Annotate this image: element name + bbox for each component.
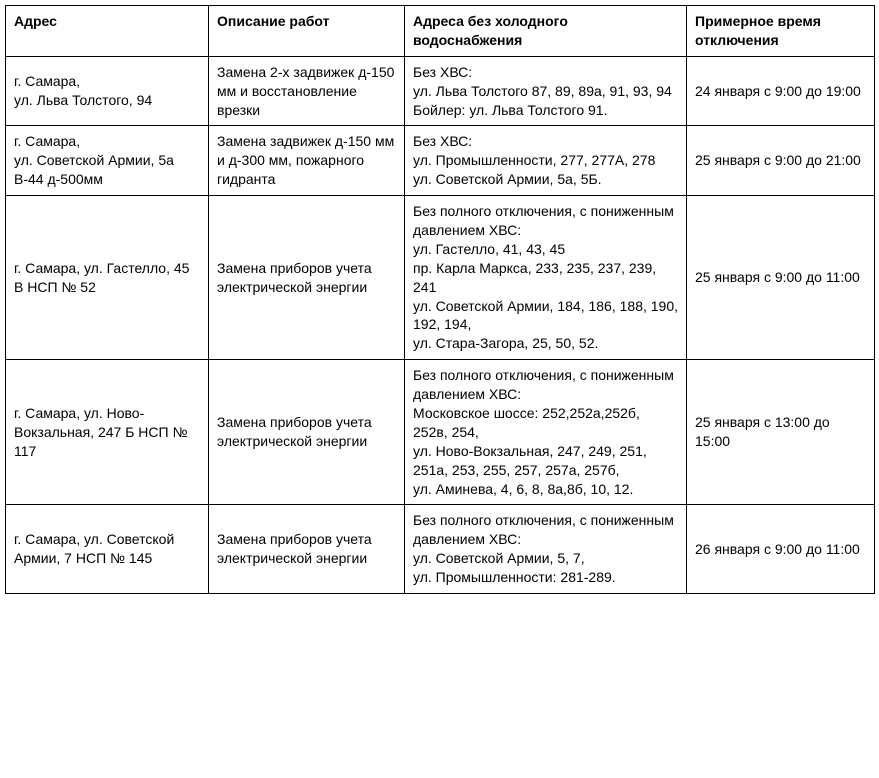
col-address: Адрес <box>6 6 209 57</box>
col-work: Описание работ <box>209 6 405 57</box>
cell-time: 25 января с 13:00 до 15:00 <box>687 360 875 505</box>
cell-work: Замена 2-х задвижек д-150 мм и восстанов… <box>209 56 405 126</box>
cell-affected: Без ХВС:ул. Льва Толстого 87, 89, 89а, 9… <box>405 56 687 126</box>
cell-work: Замена приборов учета электрической энер… <box>209 196 405 360</box>
cell-work: Замена приборов учета электрической энер… <box>209 360 405 505</box>
table-row: г. Самара,ул. Льва Толстого, 94 Замена 2… <box>6 56 875 126</box>
col-time: Примерное время отключения <box>687 6 875 57</box>
cell-work: Замена приборов учета электрической энер… <box>209 505 405 594</box>
table-row: г. Самара, ул. Советской Армии, 7 НСП № … <box>6 505 875 594</box>
cell-affected: Без полного отключения, с пониженным дав… <box>405 360 687 505</box>
cell-address: г. Самара, ул. Ново-Вокзальная, 247 Б НС… <box>6 360 209 505</box>
outage-table: Адрес Описание работ Адреса без холодног… <box>5 5 875 594</box>
table-row: г. Самара,ул. Советской Армии, 5а В-44 д… <box>6 126 875 196</box>
cell-affected: Без полного отключения, с пониженным дав… <box>405 505 687 594</box>
col-affected: Адреса без холодного водоснабжения <box>405 6 687 57</box>
cell-address: г. Самара,ул. Льва Толстого, 94 <box>6 56 209 126</box>
cell-time: 24 января с 9:00 до 19:00 <box>687 56 875 126</box>
cell-time: 25 января с 9:00 до 21:00 <box>687 126 875 196</box>
cell-affected: Без ХВС:ул. Промышленности, 277, 277А, 2… <box>405 126 687 196</box>
cell-address: г. Самара, ул. Советской Армии, 7 НСП № … <box>6 505 209 594</box>
cell-time: 26 января с 9:00 до 11:00 <box>687 505 875 594</box>
cell-time: 25 января с 9:00 до 11:00 <box>687 196 875 360</box>
table-row: г. Самара, ул. Ново-Вокзальная, 247 Б НС… <box>6 360 875 505</box>
cell-affected: Без полного отключения, с пониженным дав… <box>405 196 687 360</box>
table-row: г. Самара, ул. Гастелло, 45 В НСП № 52 З… <box>6 196 875 360</box>
cell-address: г. Самара, ул. Гастелло, 45 В НСП № 52 <box>6 196 209 360</box>
table-header-row: Адрес Описание работ Адреса без холодног… <box>6 6 875 57</box>
cell-work: Замена задвижек д-150 мм и д-300 мм, пож… <box>209 126 405 196</box>
cell-address: г. Самара,ул. Советской Армии, 5а В-44 д… <box>6 126 209 196</box>
